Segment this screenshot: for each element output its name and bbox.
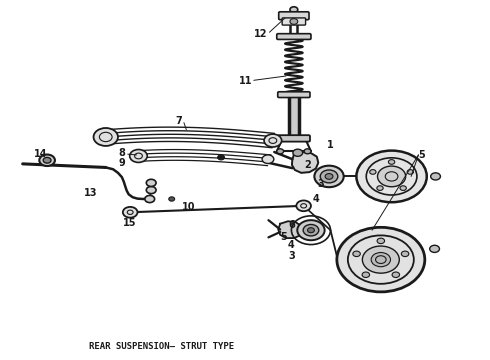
Text: 11: 11 xyxy=(239,76,252,86)
Circle shape xyxy=(400,186,406,190)
Text: 7: 7 xyxy=(175,116,182,126)
Circle shape xyxy=(315,166,343,187)
Polygon shape xyxy=(292,152,318,173)
Circle shape xyxy=(43,157,51,163)
Circle shape xyxy=(169,197,174,201)
Circle shape xyxy=(123,207,138,218)
Text: 10: 10 xyxy=(182,202,196,212)
Circle shape xyxy=(308,228,315,233)
FancyBboxPatch shape xyxy=(282,18,306,25)
Text: 2: 2 xyxy=(305,160,311,170)
Circle shape xyxy=(377,238,385,244)
FancyBboxPatch shape xyxy=(278,92,310,98)
Circle shape xyxy=(39,154,55,166)
Circle shape xyxy=(293,149,303,156)
Circle shape xyxy=(290,7,298,13)
FancyBboxPatch shape xyxy=(279,12,309,20)
Circle shape xyxy=(337,227,425,292)
Circle shape xyxy=(296,201,311,211)
Circle shape xyxy=(356,150,427,202)
Circle shape xyxy=(401,251,409,257)
Circle shape xyxy=(304,149,311,154)
Circle shape xyxy=(290,19,298,24)
Circle shape xyxy=(407,170,414,174)
Circle shape xyxy=(431,173,441,180)
Text: REAR SUSPENSION– STRUT TYPE: REAR SUSPENSION– STRUT TYPE xyxy=(89,342,235,351)
Text: 9: 9 xyxy=(119,158,125,168)
Text: 5: 5 xyxy=(280,232,287,242)
Circle shape xyxy=(145,195,155,203)
Text: 1: 1 xyxy=(327,140,334,150)
Circle shape xyxy=(369,170,376,174)
Circle shape xyxy=(147,179,156,186)
Text: 13: 13 xyxy=(84,188,98,198)
Circle shape xyxy=(389,159,395,164)
Circle shape xyxy=(392,272,399,278)
Text: 4: 4 xyxy=(313,194,319,204)
Circle shape xyxy=(297,220,325,240)
Circle shape xyxy=(363,246,399,273)
Text: 3: 3 xyxy=(288,251,295,261)
FancyBboxPatch shape xyxy=(278,135,310,141)
Circle shape xyxy=(320,170,338,183)
Polygon shape xyxy=(289,96,299,137)
Circle shape xyxy=(362,272,369,278)
Circle shape xyxy=(325,174,333,179)
Text: 3: 3 xyxy=(318,179,324,189)
Circle shape xyxy=(377,166,406,187)
Circle shape xyxy=(218,155,224,160)
Text: 12: 12 xyxy=(253,29,267,39)
Circle shape xyxy=(147,186,156,194)
FancyBboxPatch shape xyxy=(277,34,311,40)
Circle shape xyxy=(377,186,383,190)
Circle shape xyxy=(430,245,440,252)
Circle shape xyxy=(264,134,282,147)
Circle shape xyxy=(94,128,118,146)
Circle shape xyxy=(353,251,360,257)
Circle shape xyxy=(303,225,319,236)
Circle shape xyxy=(130,149,147,162)
Circle shape xyxy=(277,149,284,154)
Text: 15: 15 xyxy=(123,218,137,228)
Circle shape xyxy=(262,155,274,163)
Text: 6: 6 xyxy=(288,220,295,230)
Text: 4: 4 xyxy=(288,240,295,250)
Text: 5: 5 xyxy=(418,150,425,160)
Text: 8: 8 xyxy=(119,148,125,158)
Text: 14: 14 xyxy=(34,149,48,159)
Circle shape xyxy=(371,252,391,267)
Polygon shape xyxy=(278,221,302,238)
